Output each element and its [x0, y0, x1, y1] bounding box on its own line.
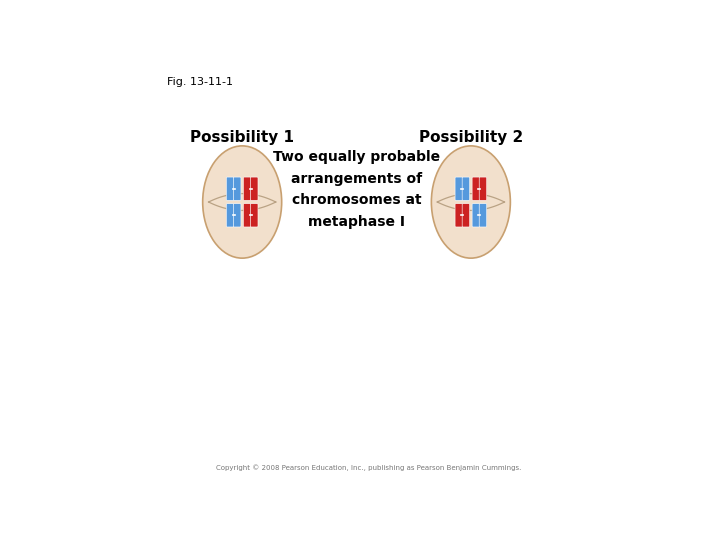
Text: Possibility 1: Possibility 1 — [190, 130, 294, 145]
FancyBboxPatch shape — [462, 204, 469, 227]
Text: Possibility 2: Possibility 2 — [419, 130, 523, 145]
FancyBboxPatch shape — [480, 204, 487, 227]
FancyBboxPatch shape — [233, 204, 241, 227]
Ellipse shape — [431, 146, 510, 258]
FancyBboxPatch shape — [472, 177, 480, 200]
FancyBboxPatch shape — [243, 177, 251, 200]
FancyBboxPatch shape — [226, 177, 234, 200]
Ellipse shape — [203, 146, 282, 258]
FancyBboxPatch shape — [480, 177, 487, 200]
Text: Copyright © 2008 Pearson Education, Inc., publishing as Pearson Benjamin Cumming: Copyright © 2008 Pearson Education, Inc.… — [216, 465, 522, 471]
FancyBboxPatch shape — [233, 177, 241, 200]
FancyBboxPatch shape — [243, 204, 251, 227]
FancyBboxPatch shape — [462, 177, 469, 200]
FancyBboxPatch shape — [455, 177, 462, 200]
FancyBboxPatch shape — [455, 204, 462, 227]
FancyBboxPatch shape — [251, 177, 258, 200]
FancyBboxPatch shape — [472, 204, 480, 227]
Text: Two equally probable
arrangements of
chromosomes at
metaphase I: Two equally probable arrangements of chr… — [273, 150, 440, 229]
FancyBboxPatch shape — [251, 204, 258, 227]
FancyBboxPatch shape — [226, 204, 234, 227]
Text: Fig. 13-11-1: Fig. 13-11-1 — [167, 77, 233, 87]
